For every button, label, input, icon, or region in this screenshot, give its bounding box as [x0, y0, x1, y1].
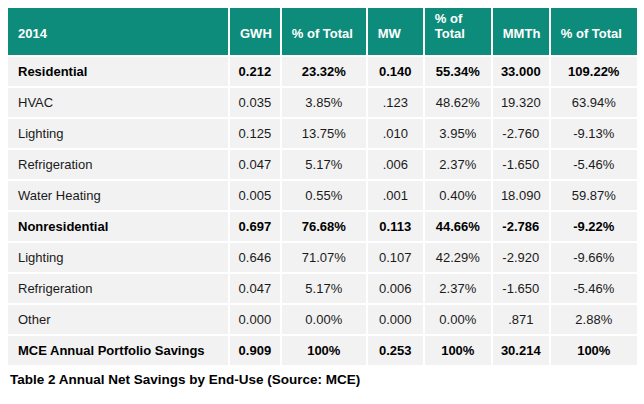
cell-value: .006 [368, 150, 423, 179]
cell-value: 23.32% [282, 57, 366, 86]
cell-value: 2.37% [425, 150, 491, 179]
cell-value: 0.047 [230, 150, 280, 179]
table-row: Lighting0.64671.07%0.10742.29%-2.920-9.6… [8, 243, 637, 272]
cell-value: 0.00% [282, 305, 366, 334]
cell-value: 3.85% [282, 88, 366, 117]
cell-value: -9.66% [551, 243, 637, 272]
row-label: Water Heating [8, 181, 228, 210]
table-row: Nonresidential0.69776.68%0.11344.66%-2.7… [8, 212, 637, 241]
row-label: Refrigeration [8, 274, 228, 303]
cell-value: -5.46% [551, 150, 637, 179]
cell-value: 0.000 [368, 305, 423, 334]
cell-value: -2.786 [493, 212, 549, 241]
table-row: Refrigeration0.0475.17%.0062.37%-1.650-5… [8, 150, 637, 179]
column-header: % of Total [551, 8, 637, 55]
cell-value: 0.107 [368, 243, 423, 272]
column-header: % of Total [425, 8, 491, 55]
table-row: Refrigeration0.0475.17%0.0062.37%-1.650-… [8, 274, 637, 303]
table-row: Other0.0000.00%0.0000.00%.8712.88% [8, 305, 637, 334]
row-label: Other [8, 305, 228, 334]
cell-value: 48.62% [425, 88, 491, 117]
cell-value: 76.68% [282, 212, 366, 241]
cell-value: .010 [368, 119, 423, 148]
row-label: Residential [8, 57, 228, 86]
cell-value: -1.650 [493, 150, 549, 179]
cell-value: 0.646 [230, 243, 280, 272]
table-row: Residential0.21223.32%0.14055.34%33.0001… [8, 57, 637, 86]
table-row: MCE Annual Portfolio Savings0.909100%0.2… [8, 336, 637, 365]
cell-value: 0.113 [368, 212, 423, 241]
cell-value: -9.13% [551, 119, 637, 148]
row-label: Lighting [8, 119, 228, 148]
cell-value: 0.00% [425, 305, 491, 334]
cell-value: 59.87% [551, 181, 637, 210]
cell-value: 0.125 [230, 119, 280, 148]
cell-value: -5.46% [551, 274, 637, 303]
row-label: MCE Annual Portfolio Savings [8, 336, 228, 365]
cell-value: .871 [493, 305, 549, 334]
cell-value: 100% [425, 336, 491, 365]
cell-value: -1.650 [493, 274, 549, 303]
table-row: Water Heating0.0050.55%.0010.40%18.09059… [8, 181, 637, 210]
annual-net-savings-table: 2014GWH% of TotalMW% of TotalMMTh% of To… [6, 6, 639, 367]
cell-value: 0.140 [368, 57, 423, 86]
table-body: Residential0.21223.32%0.14055.34%33.0001… [8, 57, 637, 365]
row-label: HVAC [8, 88, 228, 117]
cell-value: 2.88% [551, 305, 637, 334]
cell-value: 5.17% [282, 274, 366, 303]
cell-value: 0.212 [230, 57, 280, 86]
cell-value: -9.22% [551, 212, 637, 241]
cell-value: 0.697 [230, 212, 280, 241]
table-row: HVAC0.0353.85%.12348.62%19.32063.94% [8, 88, 637, 117]
column-header: GWH [230, 8, 280, 55]
column-header: MW [368, 8, 423, 55]
cell-value: 63.94% [551, 88, 637, 117]
header-row: 2014GWH% of TotalMW% of TotalMMTh% of To… [8, 8, 637, 55]
table-row: Lighting0.12513.75%.0103.95%-2.760-9.13% [8, 119, 637, 148]
cell-value: 5.17% [282, 150, 366, 179]
cell-value: 19.320 [493, 88, 549, 117]
cell-value: 0.55% [282, 181, 366, 210]
cell-value: 0.035 [230, 88, 280, 117]
cell-value: 2.37% [425, 274, 491, 303]
cell-value: 13.75% [282, 119, 366, 148]
cell-value: 30.214 [493, 336, 549, 365]
cell-value: 100% [551, 336, 637, 365]
cell-value: 100% [282, 336, 366, 365]
annual-net-savings-table-container: 2014GWH% of TotalMW% of TotalMMTh% of To… [0, 0, 644, 387]
cell-value: 33.000 [493, 57, 549, 86]
cell-value: .123 [368, 88, 423, 117]
cell-value: 0.253 [368, 336, 423, 365]
cell-value: 44.66% [425, 212, 491, 241]
cell-value: 0.000 [230, 305, 280, 334]
cell-value: 0.006 [368, 274, 423, 303]
year-header-cell: 2014 [8, 8, 228, 55]
row-label: Nonresidential [8, 212, 228, 241]
cell-value: 3.95% [425, 119, 491, 148]
cell-value: 0.047 [230, 274, 280, 303]
cell-value: 42.29% [425, 243, 491, 272]
cell-value: -2.920 [493, 243, 549, 272]
cell-value: 0.40% [425, 181, 491, 210]
column-header: MMTh [493, 8, 549, 55]
row-label: Lighting [8, 243, 228, 272]
cell-value: 18.090 [493, 181, 549, 210]
table-header: 2014GWH% of TotalMW% of TotalMMTh% of To… [8, 8, 637, 55]
cell-value: 71.07% [282, 243, 366, 272]
column-header: % of Total [282, 8, 366, 55]
row-label: Refrigeration [8, 150, 228, 179]
cell-value: -2.760 [493, 119, 549, 148]
cell-value: 0.909 [230, 336, 280, 365]
cell-value: .001 [368, 181, 423, 210]
table-caption: Table 2 Annual Net Savings by End-Use (S… [10, 372, 644, 387]
cell-value: 109.22% [551, 57, 637, 86]
cell-value: 0.005 [230, 181, 280, 210]
cell-value: 55.34% [425, 57, 491, 86]
